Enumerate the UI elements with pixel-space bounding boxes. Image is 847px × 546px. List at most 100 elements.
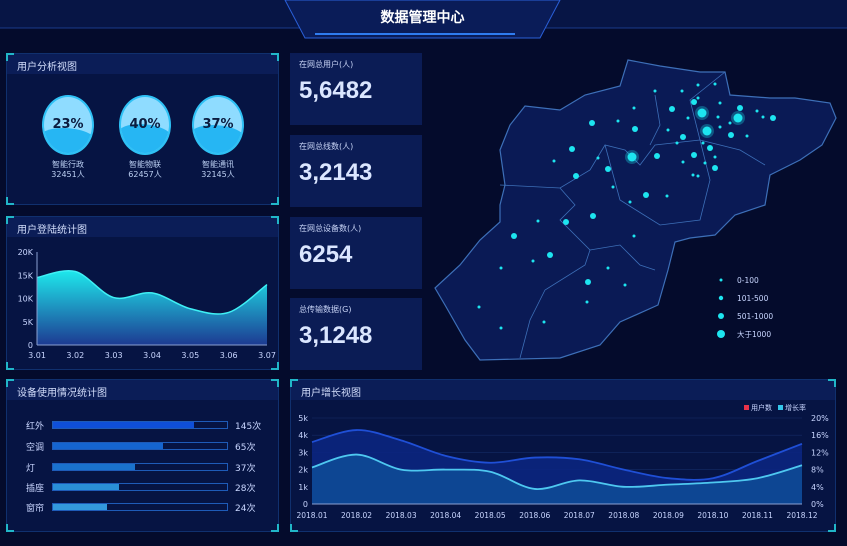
x-tick-label: 2018.05: [475, 511, 506, 520]
y-left-tick: 2k: [298, 466, 308, 475]
map-dot[interactable]: [632, 106, 636, 110]
map-dot[interactable]: [665, 194, 669, 198]
legend-label[interactable]: 用户数: [751, 403, 772, 412]
map-dot[interactable]: [627, 152, 637, 162]
map-dot[interactable]: [499, 266, 503, 270]
map-dot[interactable]: [716, 115, 720, 119]
legend-label[interactable]: 增长率: [785, 403, 806, 412]
progress-fill: [53, 484, 120, 490]
x-tick-label: 2018.06: [519, 511, 550, 520]
stat-card: 在网总用户(人) 5,6482: [290, 53, 422, 125]
y-tick-label: 0: [28, 341, 33, 350]
map-dot[interactable]: [680, 89, 684, 93]
map-dot[interactable]: [666, 128, 670, 132]
map-dot[interactable]: [499, 326, 503, 330]
map-dot[interactable]: [770, 115, 776, 121]
x-tick-label: 2018.03: [386, 511, 417, 520]
progress-fill: [53, 504, 107, 510]
map-dot[interactable]: [606, 266, 610, 270]
map-dot[interactable]: [712, 165, 718, 171]
map-dot[interactable]: [653, 89, 657, 93]
map-dot[interactable]: [707, 145, 713, 151]
progress-fill: [53, 443, 163, 449]
map-dot[interactable]: [697, 108, 707, 118]
map-dot[interactable]: [623, 283, 627, 287]
map-dot[interactable]: [728, 132, 734, 138]
map-dot[interactable]: [552, 159, 556, 163]
legend-swatch: [778, 405, 783, 410]
map-dot[interactable]: [563, 219, 569, 225]
map-dot[interactable]: [632, 234, 636, 238]
series-line: [311, 429, 803, 481]
map-dot[interactable]: [585, 300, 589, 304]
map-dot[interactable]: [691, 99, 697, 105]
y-tick-label: 15K: [18, 271, 34, 280]
x-tick-label: 2018.11: [742, 511, 773, 520]
map-dot[interactable]: [737, 105, 743, 111]
map-dot[interactable]: [713, 155, 717, 159]
y-left-tick: 0: [303, 500, 308, 509]
map-dot[interactable]: [669, 106, 675, 112]
map-dot[interactable]: [605, 166, 611, 172]
map-dot[interactable]: [745, 134, 749, 138]
map-dot[interactable]: [585, 279, 591, 285]
series-area: [312, 454, 802, 504]
map-dot[interactable]: [691, 152, 697, 158]
map-dot[interactable]: [686, 116, 690, 120]
map-dot[interactable]: [590, 213, 596, 219]
map-dot[interactable]: [654, 153, 660, 159]
x-tick-label: 2018.01: [296, 511, 327, 520]
map-dot[interactable]: [531, 259, 535, 263]
map-dot[interactable]: [701, 141, 705, 145]
map-dot[interactable]: [696, 174, 700, 178]
map-dot[interactable]: [696, 96, 700, 100]
map-dot[interactable]: [477, 305, 481, 309]
y-right-tick: 16%: [811, 431, 829, 440]
map-dot[interactable]: [713, 82, 717, 86]
map-dot[interactable]: [616, 119, 620, 123]
map-dot[interactable]: [632, 126, 638, 132]
y-right-tick: 20%: [811, 414, 829, 423]
map-dot[interactable]: [680, 134, 686, 140]
map-dot[interactable]: [718, 101, 722, 105]
map-dot[interactable]: [547, 252, 553, 258]
map-dot[interactable]: [542, 320, 546, 324]
map-dot[interactable]: [733, 113, 743, 123]
map-dot[interactable]: [611, 185, 615, 189]
device-bar-row: 红外 145次: [26, 421, 262, 432]
map-dot[interactable]: [675, 141, 679, 145]
panel-title: 用户增长视图: [291, 380, 835, 400]
map-dot[interactable]: [755, 109, 759, 113]
map-dot[interactable]: [596, 156, 600, 160]
y-tick-label: 10K: [18, 295, 34, 304]
map-dot[interactable]: [536, 219, 540, 223]
x-tick-label: 3.03: [105, 351, 123, 360]
map-dot[interactable]: [696, 83, 700, 87]
map-dot[interactable]: [573, 173, 579, 179]
map-dot[interactable]: [643, 192, 649, 198]
map-dot[interactable]: [761, 115, 765, 119]
x-tick-label: 2018.10: [697, 511, 728, 520]
map-dot[interactable]: [691, 173, 695, 177]
region-map: 0-100 101-500 501-1000 大于1000: [434, 59, 837, 361]
y-right-tick: 8%: [811, 466, 824, 475]
map-dot[interactable]: [702, 126, 712, 136]
x-tick-label: 2018.04: [430, 511, 461, 520]
map-dot[interactable]: [511, 233, 517, 239]
y-left-tick: 3k: [298, 448, 308, 457]
device-bar-row: 灯 37次: [26, 463, 256, 474]
map-dot[interactable]: [681, 160, 685, 164]
gauge-label: 智能通讯 32145人: [201, 160, 235, 179]
map-dot[interactable]: [718, 125, 722, 129]
x-tick-label: 2018.02: [341, 511, 372, 520]
percent-gauge: 23%: [42, 95, 94, 155]
map-dot[interactable]: [703, 161, 707, 165]
map-dot[interactable]: [569, 146, 575, 152]
map-dot[interactable]: [628, 200, 632, 204]
map-dot[interactable]: [589, 120, 595, 126]
map-dot[interactable]: [728, 121, 732, 125]
map-legend-label: 101-500: [737, 294, 769, 303]
x-tick-label: 2018.07: [564, 511, 595, 520]
progress-track: [52, 483, 228, 491]
